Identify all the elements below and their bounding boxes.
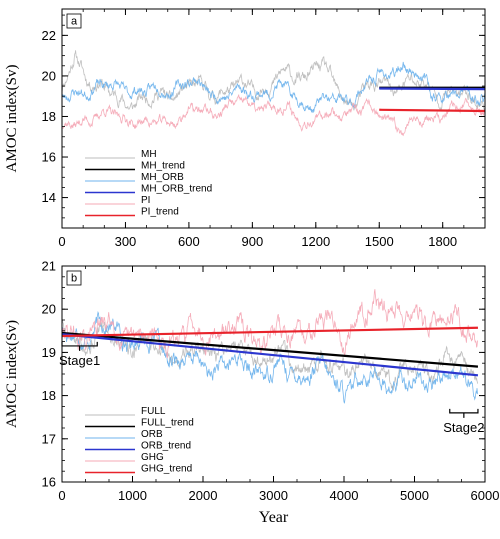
y-tick-label: 22 [42, 28, 56, 43]
legend-label: MH_ORB_trend [141, 184, 212, 195]
legend-label: GHG [141, 452, 164, 463]
x-tick-label: 0 [58, 488, 65, 503]
panel-label: b [71, 273, 77, 285]
legend-label: PI [141, 195, 150, 206]
y-tick-label: 20 [42, 302, 56, 317]
series-mh-orb-trend [379, 87, 485, 91]
series-pi [62, 94, 485, 137]
x-tick-label: 900 [241, 234, 263, 249]
legend-label: ORB_trend [141, 441, 191, 452]
stage-bracket [61, 341, 98, 351]
y-axis-label: AMOC index(Sv) [4, 320, 20, 428]
y-tick-label: 17 [42, 431, 56, 446]
stage-label: Stage2 [443, 420, 484, 435]
panel-label-box [66, 13, 82, 29]
legend-label: MH_trend [141, 161, 185, 172]
y-tick-label: 14 [42, 190, 56, 205]
y-axis-label: AMOC index(Sv) [4, 65, 20, 173]
panel-b: 0 1000 2000 3000 4000 5000 6000 16 17 18 19 20 21 AMO… [4, 259, 499, 527]
y-tick-label: 18 [42, 109, 56, 124]
series-ghg-trend [62, 326, 478, 338]
legend-label: ORB [141, 429, 163, 440]
y-tick-label: 20 [42, 68, 56, 83]
legend-label: GHG_trend [141, 464, 192, 475]
x-tick-label: 0 [58, 234, 65, 249]
legend-label: PI_trend [141, 207, 179, 218]
series-full-trend [62, 331, 479, 368]
panel-b-data [62, 289, 479, 404]
series-ghg [62, 289, 479, 359]
panel-a-frame [61, 8, 486, 229]
series-orb-trend [62, 333, 479, 377]
series-mh-orb [62, 61, 485, 113]
y-tick-label: 19 [42, 345, 56, 360]
legend-label: FULL [141, 406, 166, 417]
legend-label: MH_ORB [141, 172, 184, 183]
x-tick-label: 6000 [471, 488, 500, 503]
series-pi-trend [379, 108, 485, 113]
y-tick-label: 18 [42, 388, 56, 403]
x-tick-label: 600 [178, 234, 200, 249]
x-tick-label: 1500 [365, 234, 394, 249]
y-tick-label: 16 [42, 150, 56, 165]
x-tick-label: 1200 [301, 234, 330, 249]
legend-label: MH [141, 149, 157, 160]
x-tick-label: 4000 [330, 488, 359, 503]
legend-label: FULL_trend [141, 418, 194, 429]
x-tick-label: 300 [115, 234, 137, 249]
stage-bracket [449, 408, 479, 418]
x-tick-label: 1000 [118, 488, 147, 503]
stage-label: Stage1 [59, 353, 100, 368]
x-tick-label: 5000 [400, 488, 429, 503]
y-tick-label: 21 [42, 259, 56, 274]
series-mh [62, 50, 485, 112]
x-axis-label: Year [259, 509, 289, 526]
panel-a-data [62, 50, 485, 137]
y-tick-label: 16 [42, 475, 56, 490]
panel-a: 0 300 600 900 1200 1500 1800 14 16 18 20 22 AMOC ind… [4, 8, 486, 249]
x-tick-label: 2000 [189, 488, 218, 503]
x-tick-label: 3000 [259, 488, 288, 503]
panel-label: a [71, 16, 78, 28]
panel-label-box [66, 270, 82, 286]
x-tick-label: 1800 [428, 234, 457, 249]
